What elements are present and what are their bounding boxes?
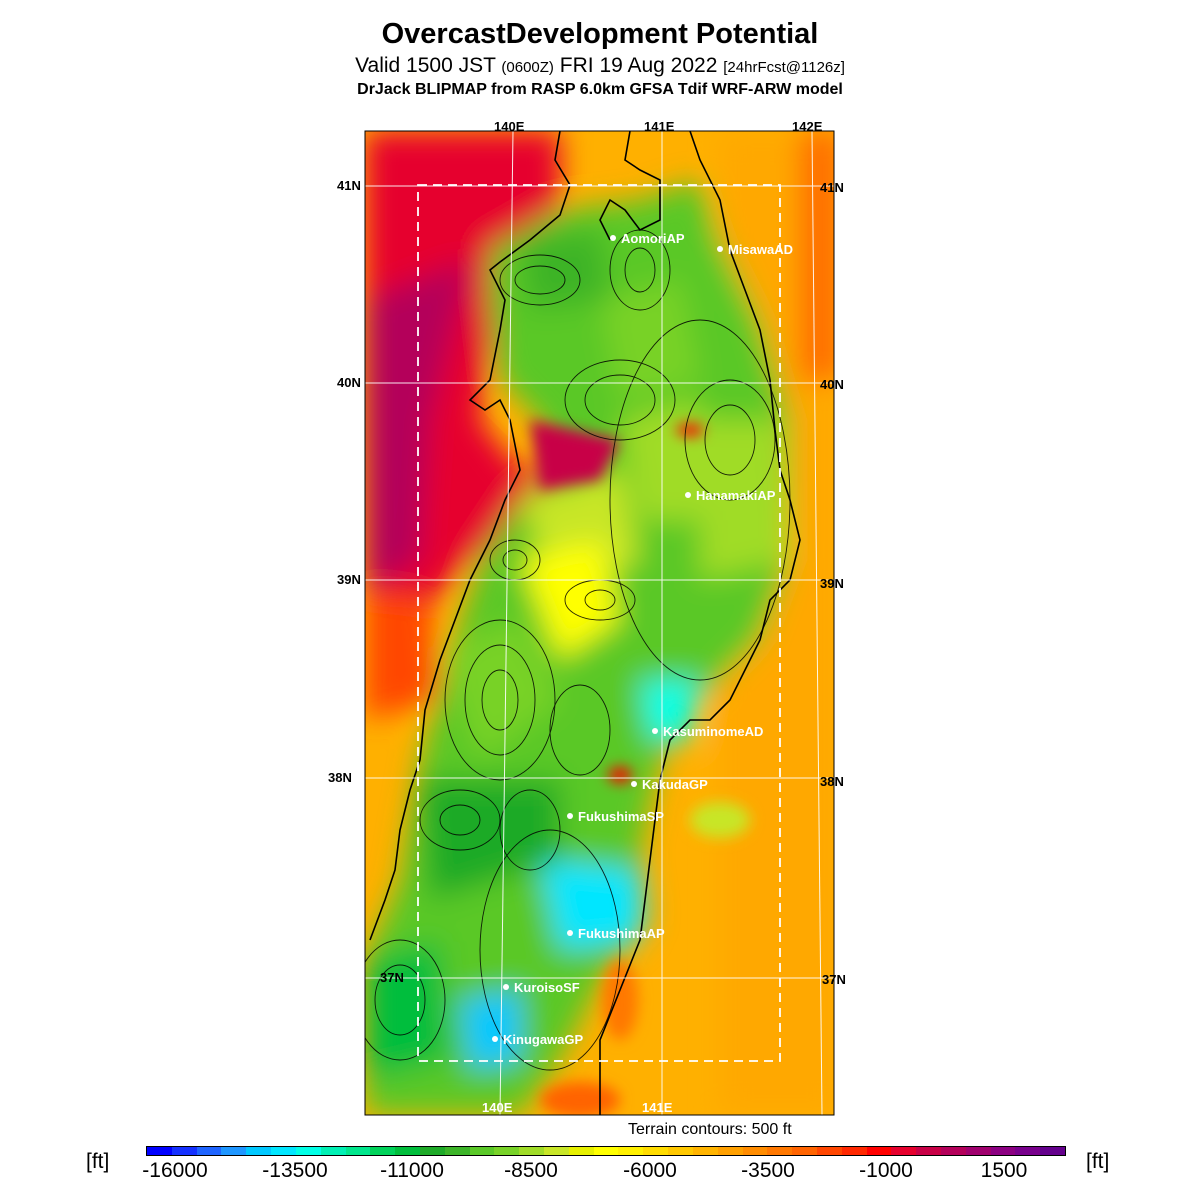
colorbar-swatch <box>469 1147 495 1155</box>
colorbar-swatch <box>941 1147 966 1155</box>
lat-label-38n-right: 38N <box>820 774 844 789</box>
colorbar-swatch <box>370 1147 396 1155</box>
colorbar-swatch <box>816 1147 842 1155</box>
colorbar-swatch <box>767 1147 793 1155</box>
colorbar-swatch <box>618 1147 644 1155</box>
colorbar-swatch <box>395 1147 420 1155</box>
station-label: FukushimaSP <box>578 809 664 824</box>
station-marker[interactable] <box>567 813 573 819</box>
station-marker[interactable] <box>567 930 573 936</box>
station-marker[interactable] <box>631 781 637 787</box>
colorbar-swatch <box>171 1147 197 1155</box>
map-title: OvercastDevelopment Potential <box>381 18 819 50</box>
colorbar-swatch <box>295 1147 321 1155</box>
station-label: HanamakiAP <box>696 488 776 503</box>
colorbar-swatch <box>792 1147 817 1155</box>
colorbar-tick-label: 1500 <box>980 1159 1028 1182</box>
colorbar-swatch <box>221 1147 247 1155</box>
colorbar-tick-label: -1000 <box>859 1159 913 1182</box>
lat-label-41n-left: 41N <box>337 178 361 193</box>
colorbar-swatch <box>891 1147 917 1155</box>
terrain-contours-note: Terrain contours: 500 ft <box>628 1121 792 1138</box>
lon-label-142e-top: 142E <box>792 119 823 134</box>
lon-label-141e-top: 141E <box>644 119 675 134</box>
colorbar-swatch <box>544 1147 569 1155</box>
station-marker[interactable] <box>685 492 691 498</box>
field-layer <box>365 131 834 1115</box>
lon-label-141e-bottom: 141E <box>642 1100 673 1115</box>
lat-label-38n-left: 38N <box>328 770 352 785</box>
forecast-info: [24hrFcst@1126z] <box>723 59 845 76</box>
colorbar-swatch <box>692 1147 718 1155</box>
colorbar-swatch <box>568 1147 594 1155</box>
colorbar-swatch <box>866 1147 892 1155</box>
station-label: MisawaAD <box>728 242 794 257</box>
terrain-contours <box>365 229 791 1071</box>
valid-date: FRI 19 Aug 2022 <box>559 54 718 77</box>
colorbar-unit-right: [ft] <box>1086 1150 1110 1173</box>
station-label: KakudaGP <box>642 777 708 792</box>
lat-label-41n-right: 41N <box>820 180 844 195</box>
colorbar-swatch <box>271 1147 296 1155</box>
lat-label-39n-right: 39N <box>820 576 844 591</box>
colorbar-tick-label: -6000 <box>623 1159 677 1182</box>
station-label: AomoriAP <box>621 231 685 246</box>
zulu-time: (0600Z) <box>501 59 554 76</box>
lon-label-140e-top: 140E <box>494 119 525 134</box>
colorbar-tick-label: -3500 <box>741 1159 795 1182</box>
station-marker[interactable] <box>503 984 509 990</box>
lat-label-37n-left: 37N <box>380 970 404 985</box>
colorbar-swatch <box>246 1147 272 1155</box>
colorbar-swatch <box>147 1147 172 1155</box>
station-marker[interactable] <box>652 728 658 734</box>
colorbar-tick-label: -16000 <box>142 1159 208 1182</box>
colorbar <box>146 1146 1066 1156</box>
colorbar-unit-left: [ft] <box>86 1150 110 1173</box>
colorbar-swatch <box>419 1147 445 1155</box>
station-label: FukushimaAP <box>578 926 665 941</box>
colorbar-tick-label: -8500 <box>504 1159 558 1182</box>
colorbar-swatch <box>916 1147 941 1155</box>
colorbar-swatch <box>1040 1147 1066 1155</box>
colorbar-swatch <box>965 1147 991 1155</box>
lat-label-39n-left: 39N <box>337 572 361 587</box>
colorbar-swatch <box>742 1147 768 1155</box>
colorbar-swatch <box>1015 1147 1041 1155</box>
colorbar-swatch <box>593 1147 619 1155</box>
station-label: KinugawaGP <box>503 1032 584 1047</box>
colorbar-swatch <box>643 1147 669 1155</box>
colorbar-swatch <box>841 1147 867 1155</box>
colorbar-tick-label: -11000 <box>380 1159 444 1182</box>
colorbar-tick-label: -13500 <box>262 1159 328 1182</box>
lon-label-140e-bottom: 140E <box>482 1100 513 1115</box>
colorbar-swatch <box>444 1147 470 1155</box>
lat-label-40n-left: 40N <box>337 375 361 390</box>
colorbar-swatch <box>668 1147 693 1155</box>
station-marker[interactable] <box>492 1036 498 1042</box>
map-subtitle: Valid 1500 JST (0600Z) FRI 19 Aug 2022 [… <box>0 54 1200 78</box>
colorbar-swatch <box>717 1147 743 1155</box>
colorbar-swatch <box>345 1147 371 1155</box>
station-label: KuroisoSF <box>514 980 580 995</box>
lat-label-40n-right: 40N <box>820 377 844 392</box>
colorbar-swatch <box>196 1147 222 1155</box>
station-label: KasuminomeAD <box>663 724 764 739</box>
colorbar-swatch <box>519 1147 544 1155</box>
colorbar-swatch <box>990 1147 1016 1155</box>
valid-time: Valid 1500 JST <box>355 54 496 77</box>
station-marker[interactable] <box>610 235 616 241</box>
lat-label-37n-right: 37N <box>822 972 846 987</box>
station-marker[interactable] <box>717 246 723 252</box>
colorbar-swatch <box>320 1147 346 1155</box>
colorbar-swatch <box>494 1147 520 1155</box>
model-description: DrJack BLIPMAP from RASP 6.0km GFSA Tdif… <box>357 81 843 98</box>
